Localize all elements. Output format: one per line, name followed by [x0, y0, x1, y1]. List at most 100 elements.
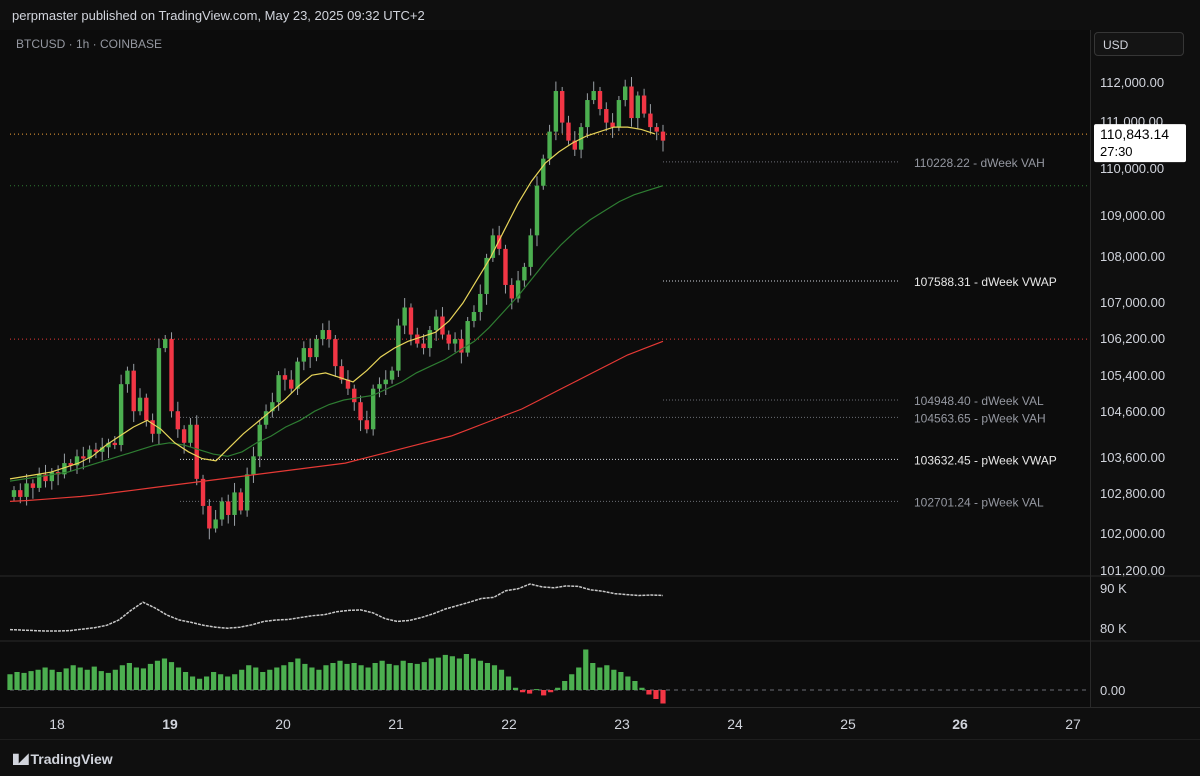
candle	[30, 483, 36, 488]
tradingview-logo-icon: ▮◢	[12, 750, 29, 766]
candle	[496, 235, 502, 249]
momentum-bar	[21, 672, 27, 690]
candle	[629, 86, 634, 119]
time-tick-label: 22	[501, 716, 517, 732]
momentum-bar	[337, 660, 343, 690]
momentum-bar	[435, 657, 441, 690]
level-label: 107588.31 - dWeek VWAP	[914, 275, 1057, 289]
candle	[11, 490, 17, 497]
candle	[175, 411, 181, 430]
momentum-bar	[449, 656, 455, 690]
momentum-bar	[168, 662, 175, 690]
candle	[591, 91, 596, 101]
momentum-bar	[407, 663, 413, 690]
momentum-bar	[218, 674, 224, 690]
candle	[112, 442, 118, 446]
momentum-bar	[562, 681, 568, 690]
momentum-bar	[49, 669, 55, 690]
momentum-bar	[358, 665, 364, 690]
candle	[37, 474, 42, 488]
candle	[137, 397, 143, 412]
momentum-bar	[260, 672, 266, 690]
candle	[18, 490, 23, 497]
momentum-bar	[98, 671, 104, 690]
candle	[358, 402, 363, 421]
brand-label: TradingView	[30, 750, 113, 767]
momentum-bar	[372, 663, 378, 690]
momentum-bar	[351, 663, 357, 690]
last-price-badge	[1094, 124, 1186, 163]
price-tick-label: 110,000.00	[1100, 161, 1164, 176]
momentum-bar	[161, 658, 168, 690]
momentum-bar	[63, 668, 69, 690]
candle	[194, 424, 199, 479]
chart-pane[interactable]	[0, 30, 1090, 707]
candle	[541, 158, 546, 186]
time-tick-label: 21	[388, 716, 404, 732]
candle	[81, 456, 86, 459]
price-tick-label: 102,800.00	[1100, 486, 1165, 501]
momentum-tick-label: 0.00	[1100, 683, 1125, 698]
momentum-bar	[267, 669, 273, 690]
candle	[559, 91, 565, 123]
candle	[282, 375, 288, 380]
last-price-countdown: 27:30	[1100, 144, 1133, 159]
currency-button[interactable]: USD	[1094, 32, 1184, 56]
candle	[654, 127, 659, 132]
candle	[566, 122, 571, 141]
candle	[314, 339, 319, 358]
momentum-bar	[147, 663, 154, 690]
momentum-bar	[133, 667, 139, 690]
candle	[377, 384, 382, 389]
candle	[396, 325, 401, 371]
momentum-bar	[484, 663, 491, 690]
time-tick-label: 27	[1065, 716, 1081, 732]
symbol-label[interactable]: BTCUSD · 1h · COINBASE	[16, 37, 163, 51]
level-label: 102701.24 - pWeek VAL	[914, 495, 1044, 509]
candle	[244, 474, 250, 511]
price-tick-label: 101,200.00	[1100, 563, 1165, 578]
level-label: 110228.22 - dWeek VAH	[914, 156, 1045, 170]
momentum-bar	[232, 674, 238, 690]
level-label: 104948.40 - dWeek VAL	[914, 394, 1044, 408]
momentum-bar	[211, 672, 217, 690]
candle	[181, 429, 187, 443]
oscillator-line	[9, 583, 664, 632]
momentum-bar	[295, 658, 301, 690]
candle	[100, 447, 105, 452]
momentum-bar	[583, 649, 589, 690]
candle	[339, 366, 344, 380]
momentum-bar	[302, 663, 308, 690]
candle	[131, 370, 136, 412]
candle	[597, 91, 603, 110]
candle	[515, 280, 521, 299]
momentum-bar	[576, 667, 582, 690]
candle	[534, 185, 540, 236]
candle	[465, 321, 470, 353]
candle	[635, 95, 640, 119]
momentum-bar	[91, 666, 97, 690]
candle	[333, 339, 338, 367]
momentum-bar	[456, 658, 462, 690]
published-info: perpmaster published on TradingView.com,…	[12, 8, 425, 23]
candle	[251, 456, 256, 475]
price-tick-label: 105,400.00	[1100, 368, 1165, 383]
time-scale[interactable]	[0, 707, 1200, 740]
candle	[257, 424, 262, 457]
candle	[263, 411, 269, 425]
momentum-bar	[611, 669, 617, 690]
momentum-bar	[126, 663, 132, 690]
candle	[553, 91, 559, 132]
oscillator-tick-label: 80 K	[1100, 621, 1127, 636]
momentum-bar	[42, 667, 48, 690]
momentum-bar	[77, 667, 83, 690]
candle	[446, 334, 451, 344]
candle	[616, 100, 622, 128]
candle	[471, 312, 477, 322]
momentum-bar	[505, 676, 512, 690]
candle	[528, 235, 533, 267]
brand[interactable]: ▮◢ TradingView	[12, 750, 113, 767]
candle	[610, 122, 615, 128]
candle	[270, 402, 275, 412]
